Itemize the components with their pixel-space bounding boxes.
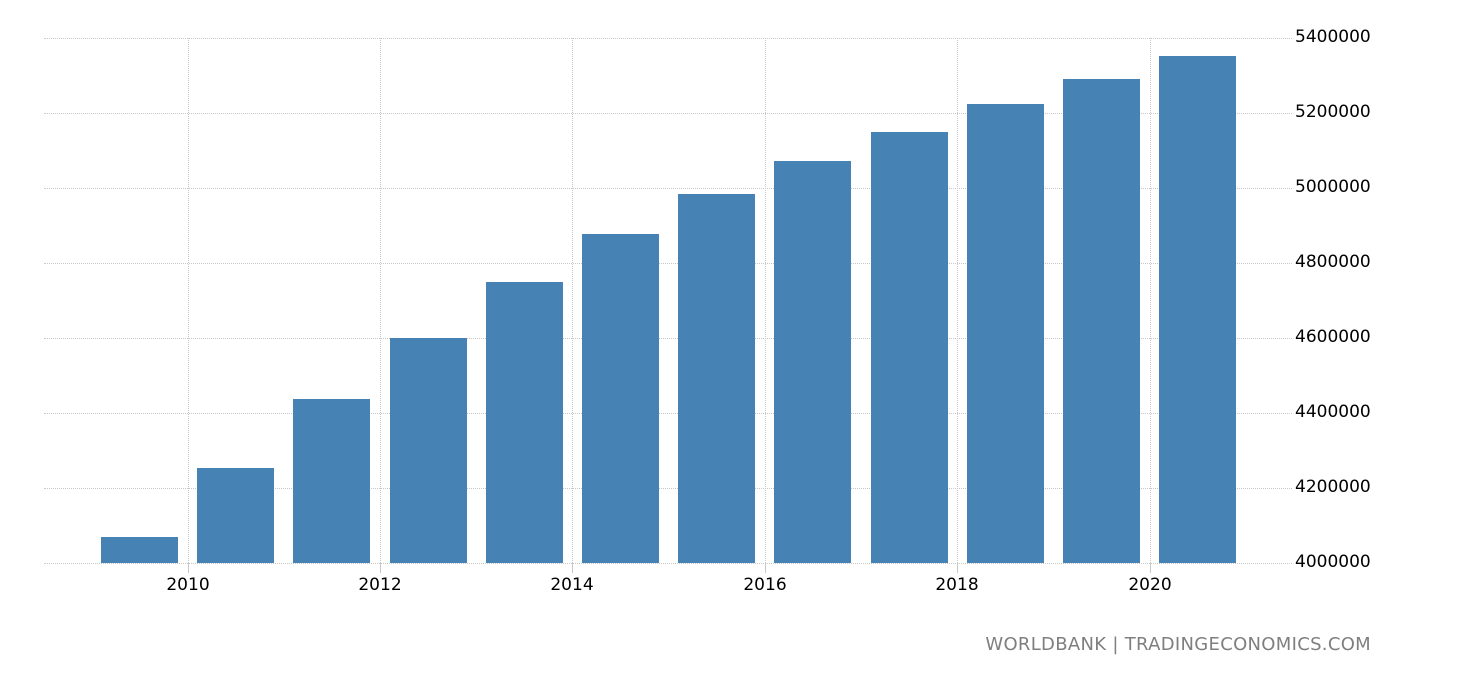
h-gridline bbox=[44, 113, 1292, 114]
bar-2018 bbox=[967, 104, 1044, 563]
h-gridline bbox=[44, 413, 1292, 414]
source-attribution: WORLDBANK | TRADINGECONOMICS.COM bbox=[985, 634, 1371, 655]
y-tick-label: 4400000 bbox=[1295, 402, 1371, 422]
x-tick-label: 2020 bbox=[1128, 575, 1172, 595]
h-gridline bbox=[44, 263, 1292, 264]
x-tick-label: 2014 bbox=[550, 575, 594, 595]
bar-2017 bbox=[871, 132, 948, 563]
bar-2012 bbox=[390, 338, 467, 563]
h-gridline bbox=[44, 338, 1292, 339]
v-gridline bbox=[1150, 38, 1151, 563]
x-tick-label: 2012 bbox=[358, 575, 402, 595]
y-tick-label: 4800000 bbox=[1295, 252, 1371, 272]
bar-2009 bbox=[101, 537, 178, 563]
bar-2013 bbox=[486, 282, 563, 563]
y-tick-label: 4200000 bbox=[1295, 477, 1371, 497]
bar-2015 bbox=[678, 194, 755, 563]
v-gridline bbox=[572, 38, 573, 563]
y-tick-label: 5000000 bbox=[1295, 177, 1371, 197]
h-gridline bbox=[44, 563, 1292, 564]
bar-2019 bbox=[1063, 79, 1140, 563]
bar-2016 bbox=[774, 161, 851, 563]
y-tick-label: 5200000 bbox=[1295, 102, 1371, 122]
x-tick-mark bbox=[572, 563, 573, 573]
x-tick-mark bbox=[957, 563, 958, 573]
x-tick-label: 2016 bbox=[743, 575, 787, 595]
v-gridline bbox=[957, 38, 958, 563]
x-tick-label: 2010 bbox=[166, 575, 210, 595]
v-gridline bbox=[765, 38, 766, 563]
v-gridline bbox=[188, 38, 189, 563]
v-gridline bbox=[380, 38, 381, 563]
x-tick-mark bbox=[380, 563, 381, 573]
y-tick-label: 4600000 bbox=[1295, 327, 1371, 347]
bar-2014 bbox=[582, 234, 659, 563]
x-tick-mark bbox=[765, 563, 766, 573]
bar-2020 bbox=[1159, 56, 1236, 563]
bar-2011 bbox=[293, 399, 370, 563]
x-tick-mark bbox=[1150, 563, 1151, 573]
y-tick-label: 5400000 bbox=[1295, 27, 1371, 47]
bar-2010 bbox=[197, 468, 274, 563]
h-gridline bbox=[44, 488, 1292, 489]
h-gridline bbox=[44, 188, 1292, 189]
x-tick-label: 2018 bbox=[935, 575, 979, 595]
x-tick-mark bbox=[188, 563, 189, 573]
y-tick-label: 4000000 bbox=[1295, 552, 1371, 572]
h-gridline bbox=[44, 38, 1292, 39]
